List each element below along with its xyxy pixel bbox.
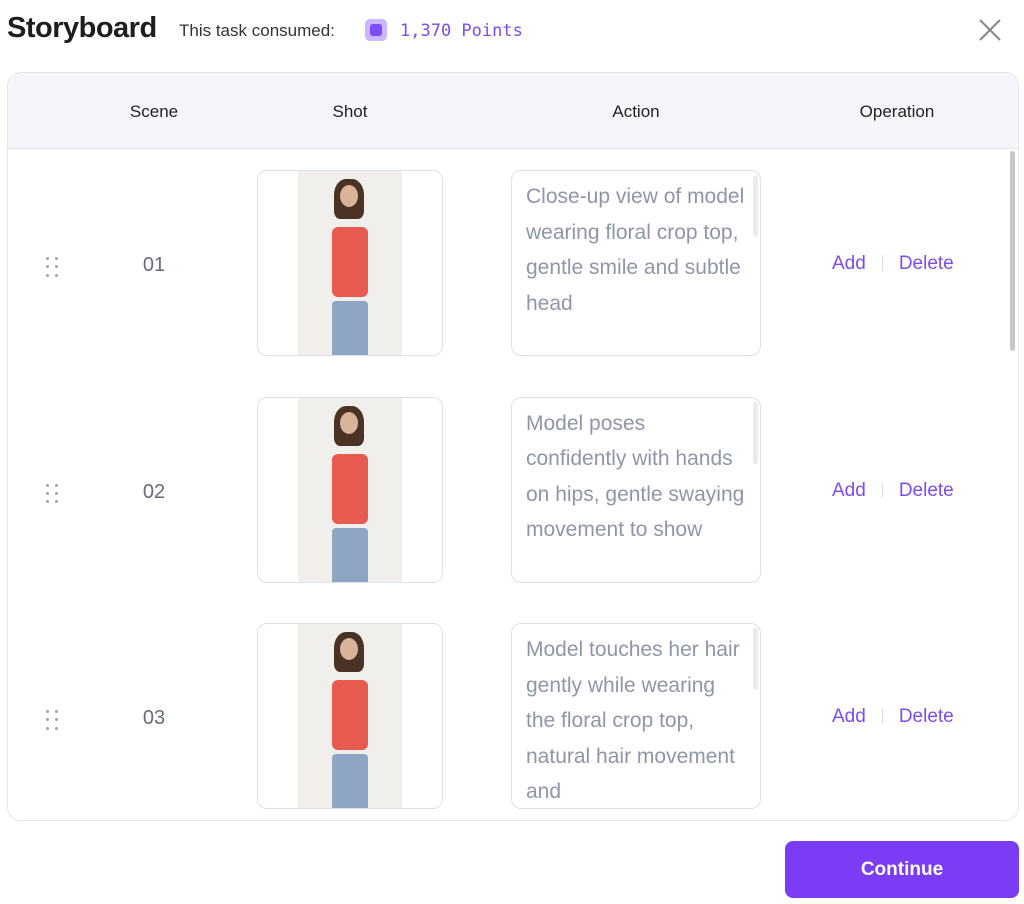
shot-thumbnail[interactable] <box>257 396 443 583</box>
drag-handle-icon[interactable] <box>46 257 60 279</box>
action-textarea[interactable]: Model touches her hair gently while wear… <box>511 623 761 809</box>
model-photo <box>298 397 402 582</box>
scene-number: 01 <box>142 254 166 276</box>
action-text: Model poses confidently with hands on hi… <box>526 411 745 542</box>
operations: Add Delete <box>832 480 954 502</box>
textarea-scrollbar[interactable] <box>753 401 758 464</box>
delete-button[interactable]: Delete <box>898 253 954 274</box>
add-button[interactable]: Add <box>832 253 866 274</box>
chip-bolt-icon <box>365 19 387 41</box>
add-button[interactable]: Add <box>832 479 866 501</box>
column-scene: Scene <box>129 102 179 121</box>
operations: Add Delete <box>832 706 954 728</box>
action-textarea[interactable]: Model poses confidently with hands on hi… <box>511 396 761 583</box>
table-header: Scene Shot Action Operation <box>8 73 1018 149</box>
drag-handle-icon[interactable] <box>46 483 60 506</box>
table-row: 03 Model touches her hair gently while w… <box>8 623 1008 820</box>
close-icon[interactable] <box>976 16 1004 44</box>
shot-thumbnail[interactable] <box>257 170 443 356</box>
textarea-scrollbar[interactable] <box>753 175 758 237</box>
points-value: 1,370 Points <box>400 21 523 41</box>
consumed-label: This task consumed: <box>179 21 335 40</box>
delete-button[interactable]: Delete <box>898 479 954 501</box>
add-button[interactable]: Add <box>832 706 866 727</box>
scene-number: 02 <box>142 480 166 503</box>
divider <box>881 481 883 498</box>
continue-button[interactable]: Continue <box>785 841 1019 898</box>
operations: Add Delete <box>832 253 954 275</box>
column-action: Action <box>612 102 660 121</box>
divider <box>881 708 883 724</box>
action-text: Close-up view of model wearing floral cr… <box>526 185 745 315</box>
scene-number: 03 <box>142 707 166 729</box>
model-photo <box>298 171 402 355</box>
scrollbar[interactable] <box>1010 151 1015 351</box>
shot-thumbnail[interactable] <box>257 623 443 809</box>
column-shot: Shot <box>332 102 368 121</box>
page-title: Storyboard <box>7 12 157 44</box>
delete-button[interactable]: Delete <box>898 706 954 727</box>
storyboard-table: Scene Shot Action Operation 01 Close-up … <box>7 72 1019 821</box>
action-textarea[interactable]: Close-up view of model wearing floral cr… <box>511 170 761 356</box>
action-text: Model touches her hair gently while wear… <box>526 638 740 804</box>
model-photo <box>298 624 402 808</box>
textarea-scrollbar[interactable] <box>753 628 758 690</box>
drag-handle-icon[interactable] <box>46 710 60 732</box>
table-row: 01 Close-up view of model wearing floral… <box>8 170 1008 398</box>
table-row: 02 Model poses confidently with hands on… <box>8 396 1008 625</box>
column-operation: Operation <box>859 102 935 121</box>
divider <box>881 255 883 271</box>
